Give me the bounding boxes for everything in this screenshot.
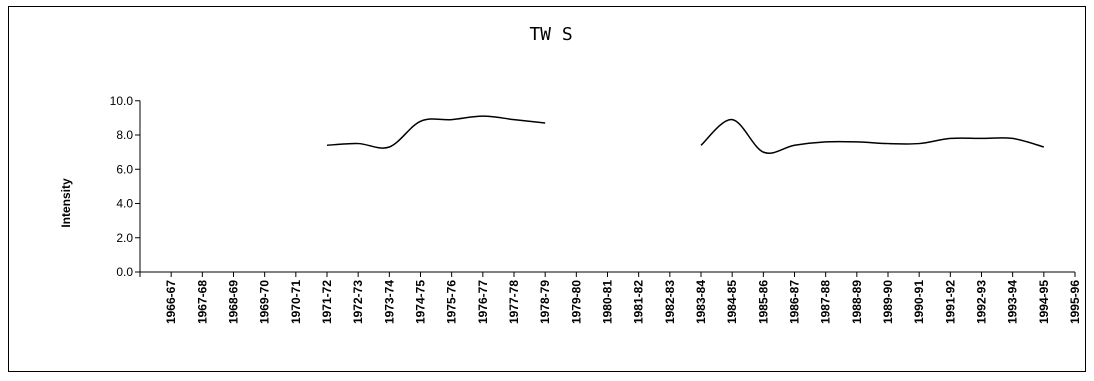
x-tick-label: 1989-90 — [881, 280, 895, 324]
x-tick-label: 1966-67 — [164, 280, 178, 324]
chart-title: TW S — [529, 24, 572, 45]
x-tick-label: 1986-87 — [788, 280, 802, 324]
y-tick-label: 0.0 — [116, 265, 133, 279]
x-tick-label: 1980-81 — [601, 280, 615, 324]
x-tick-label: 1974-75 — [414, 280, 428, 324]
series-line — [326, 115, 546, 149]
x-tick-label: 1993-94 — [1006, 280, 1020, 324]
x-tick-label: 1985-86 — [756, 280, 770, 324]
x-tick-label: 1995-96 — [1068, 280, 1082, 324]
x-tick-label: 1984-85 — [725, 280, 739, 324]
x-tick-label: 1975-76 — [445, 280, 459, 324]
x-tick-label: 1987-88 — [819, 280, 833, 324]
y-tick-label: 6.0 — [116, 162, 133, 176]
y-axis-ticks: 0.0 2.0 4.0 6.0 8.0 10.0 — [110, 94, 140, 279]
x-tick-label: 1972-73 — [351, 280, 365, 324]
x-tick-label: 1991-92 — [943, 280, 957, 324]
x-tick-label: 1981-82 — [632, 280, 646, 324]
x-tick-label: 1977-78 — [507, 280, 521, 324]
x-tick-label: 1979-80 — [569, 280, 583, 324]
x-tick-label: 1990-91 — [912, 280, 926, 324]
x-tick-label: 1976-77 — [476, 280, 490, 324]
x-tick-label: 1982-83 — [663, 280, 677, 324]
y-axis-label: Intensity — [59, 178, 73, 228]
x-tick-label: 1967-68 — [195, 280, 209, 324]
x-axis-ticks: 1966-67 1967-68 1968-69 1969-70 1970-71 1971-… — [139, 272, 1082, 324]
series-line — [700, 118, 1045, 154]
x-tick-label: 1973-74 — [382, 280, 396, 324]
y-tick-label: 2.0 — [116, 231, 133, 245]
x-tick-label: 1970-71 — [289, 280, 303, 324]
x-tick-label: 1992-93 — [975, 280, 989, 324]
x-tick-label: 1971-72 — [320, 280, 334, 324]
x-tick-label: 1983-84 — [694, 280, 708, 324]
y-tick-label: 8.0 — [116, 128, 133, 142]
x-tick-label: 1968-69 — [227, 280, 241, 324]
x-tick-label: 1994-95 — [1037, 280, 1051, 324]
x-tick-label: 1988-89 — [850, 280, 864, 324]
x-tick-label: 1969-70 — [258, 280, 272, 324]
y-tick-label: 10.0 — [110, 94, 134, 108]
chart-frame — [8, 6, 1086, 372]
x-tick-label: 1978-79 — [538, 280, 552, 324]
y-tick-label: 4.0 — [116, 197, 133, 211]
axes — [139, 100, 1075, 273]
series-lines — [326, 115, 1045, 154]
